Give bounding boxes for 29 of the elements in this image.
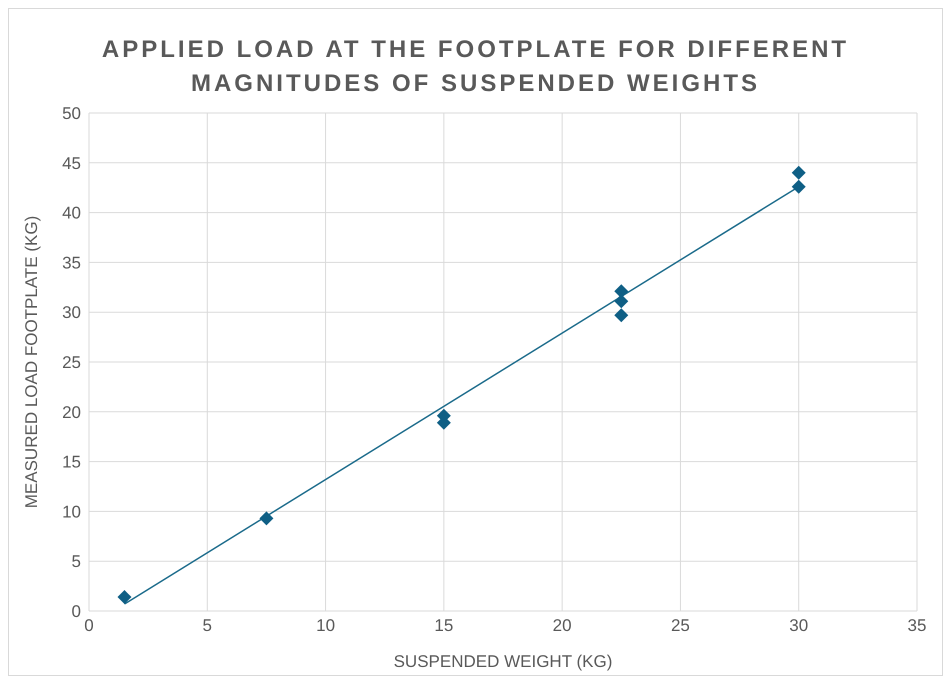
point xyxy=(259,511,274,526)
point xyxy=(117,590,132,604)
y-tick-label: 5 xyxy=(72,552,81,572)
x-tick-label: 15 xyxy=(434,616,454,636)
x-tick-label: 25 xyxy=(670,616,690,636)
point xyxy=(614,308,628,322)
point xyxy=(792,180,806,194)
point xyxy=(792,166,806,180)
y-axis-title: MEASURED LOAD FOOTPLATE (KG) xyxy=(22,216,42,508)
y-tick-label: 15 xyxy=(62,452,81,472)
x-axis-title: SUSPENDED WEIGHT (KG) xyxy=(394,652,612,671)
x-tick-label: 35 xyxy=(908,616,926,636)
y-tick-label: 20 xyxy=(62,402,81,422)
y-tick-label: 35 xyxy=(62,253,81,272)
x-tick-label: 10 xyxy=(316,616,336,636)
y-tick-label: 40 xyxy=(62,204,81,223)
x-tick-label: 5 xyxy=(202,616,212,636)
y-tick-label: 30 xyxy=(62,303,81,322)
x-tick-label: 0 xyxy=(84,616,94,636)
point xyxy=(614,284,628,298)
x-tick-label: 20 xyxy=(552,616,572,636)
y-tick-label: 25 xyxy=(62,353,81,372)
x-tick-label: 30 xyxy=(789,616,808,636)
y-tick-label: 50 xyxy=(62,104,81,124)
chart-title: APPLIED LOAD AT THE FOOTPLATE FOR DIFFERENT MAGNITUDES OF SUSPENDED WEIGHTS xyxy=(100,35,850,99)
y-tick-label: 10 xyxy=(62,502,81,522)
point xyxy=(614,294,628,308)
y-tick-label: 45 xyxy=(62,154,81,173)
y-tick-label: 0 xyxy=(72,602,81,622)
